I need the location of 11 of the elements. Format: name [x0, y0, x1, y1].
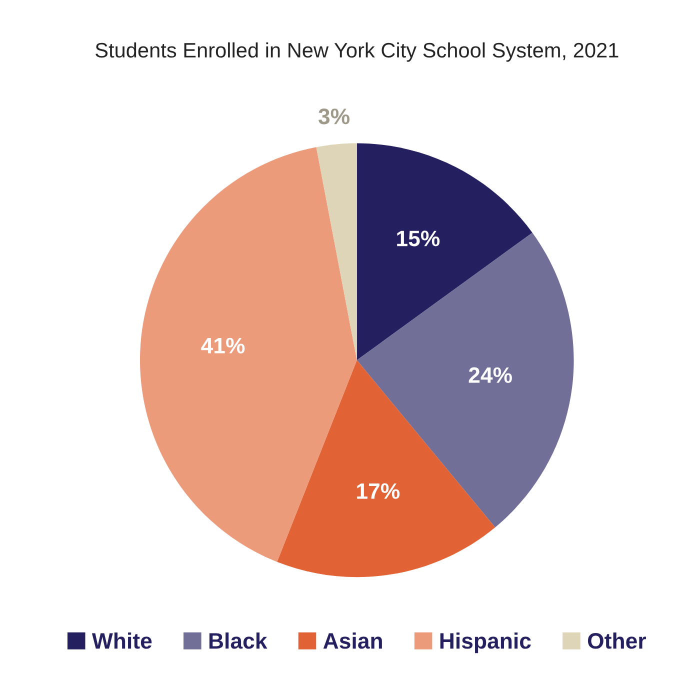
legend-label: Hispanic: [440, 632, 531, 654]
data-label: 15%: [397, 230, 440, 246]
chart-title: Students Enrolled in New York City School System, 2021: [96, 42, 618, 62]
legend-label: White: [92, 632, 152, 649]
data-label: 24%: [468, 367, 512, 383]
data-label: 17%: [357, 483, 400, 499]
data-label: 41%: [201, 338, 245, 354]
legend-label: Asian: [323, 632, 382, 649]
legend-label: Other: [588, 632, 646, 649]
data-label: 3%: [318, 108, 350, 124]
legend-label: Black: [209, 632, 268, 649]
